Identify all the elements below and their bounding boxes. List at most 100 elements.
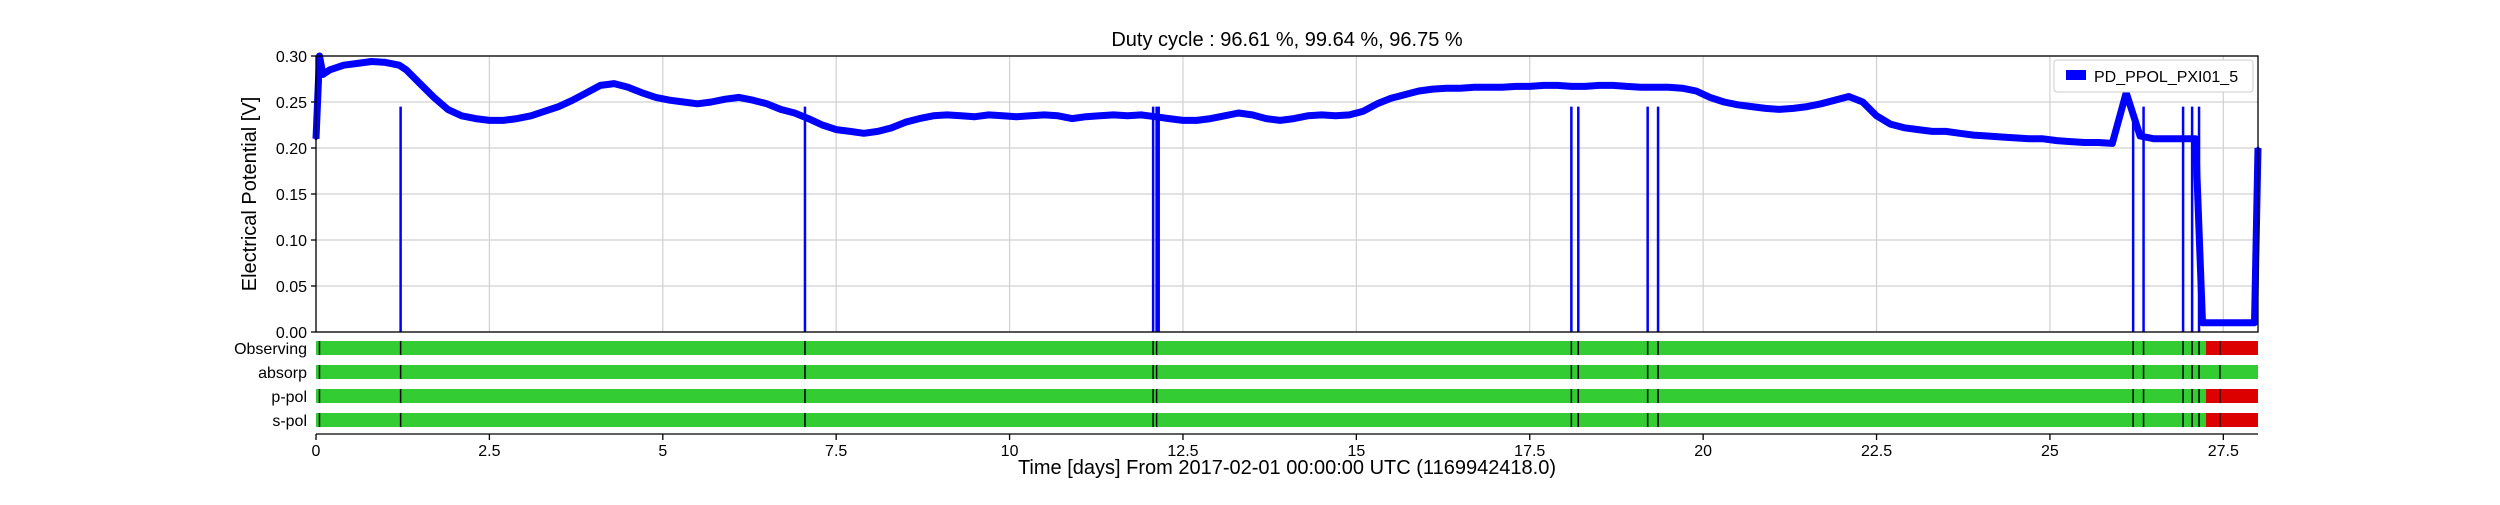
data-point <box>2214 321 2218 325</box>
y-axis-ticks: 0.00 0.05 0.10 0.15 0.20 0.25 0.30 <box>276 49 316 342</box>
data-point <box>1167 117 1171 121</box>
data-point <box>2138 134 2142 138</box>
data-point <box>1888 122 1892 126</box>
data-point <box>931 114 935 118</box>
data-point <box>321 72 325 76</box>
data-point <box>1375 102 1379 106</box>
gridlines <box>315 55 2258 333</box>
data-point <box>1680 86 1684 90</box>
data-point <box>501 118 505 122</box>
x-tick-label: 0 <box>312 443 321 460</box>
data-point <box>2083 140 2087 144</box>
data-point <box>973 115 977 119</box>
data-point <box>404 68 408 72</box>
data-point <box>890 126 894 130</box>
data-point <box>1181 118 1185 122</box>
y-tick-label: 0.10 <box>276 233 307 250</box>
data-point <box>1722 100 1726 104</box>
data-point <box>487 118 491 122</box>
data-point <box>529 114 533 118</box>
data-point <box>834 128 838 132</box>
data-point <box>640 91 644 95</box>
data-point <box>1306 114 1310 118</box>
state-row: Observing <box>234 341 2258 358</box>
data-point <box>793 111 797 115</box>
data-point <box>1764 106 1768 110</box>
x-axis-label: Time [days] From 2017-02-01 00:00:00 UTC… <box>1018 457 1556 479</box>
y-tick-label: 0.20 <box>276 141 307 158</box>
data-point <box>820 123 824 127</box>
data-point <box>682 100 686 104</box>
data-point <box>1514 84 1518 88</box>
state-segment-active <box>316 413 2206 427</box>
data-point <box>515 117 519 121</box>
state-row-label: s-pol <box>272 413 307 430</box>
x-tick-label: 5 <box>658 443 667 460</box>
x-tick-label: 7.5 <box>825 443 847 460</box>
data-point <box>383 60 387 64</box>
y-tick-label: 0.30 <box>276 49 307 66</box>
data-point <box>397 63 401 67</box>
data-point <box>1417 89 1421 93</box>
data-point <box>2166 137 2170 141</box>
data-point <box>1431 87 1435 91</box>
data-point <box>1500 85 1504 89</box>
data-point <box>1486 85 1490 89</box>
data-point <box>1445 86 1449 90</box>
data-point <box>1819 102 1823 106</box>
legend-swatch <box>2066 70 2086 80</box>
data-point <box>1750 105 1754 109</box>
data-point <box>1777 107 1781 111</box>
data-point <box>328 68 332 72</box>
data-point <box>848 129 852 133</box>
data-point <box>709 100 713 104</box>
data-point <box>1292 117 1296 121</box>
chart-title: Duty cycle : 96.61 %, 99.64 %, 96.75 % <box>1111 29 1463 51</box>
data-point <box>1320 113 1324 117</box>
data-point <box>779 107 783 111</box>
data-point <box>695 102 699 106</box>
data-point <box>1347 113 1351 117</box>
y-tick-label: 0.00 <box>276 325 307 342</box>
data-point <box>1958 131 1962 135</box>
data-point <box>1847 94 1851 98</box>
data-point <box>806 117 810 121</box>
data-point <box>1597 83 1601 87</box>
data-point <box>959 114 963 118</box>
x-tick-label: 25 <box>2041 443 2059 460</box>
data-point <box>1028 114 1032 118</box>
y-axis-label: Electrical Potential [V] <box>239 97 261 292</box>
data-point <box>1930 129 1934 133</box>
data-point <box>571 98 575 102</box>
x-tick-label: 27.5 <box>2208 443 2239 460</box>
data-point <box>446 107 450 111</box>
data-point <box>1625 84 1629 88</box>
legend-box <box>2053 59 2254 93</box>
data-point <box>557 105 561 109</box>
state-row-label: p-pol <box>271 389 307 406</box>
data-point <box>1139 113 1143 117</box>
data-point <box>765 102 769 106</box>
data-point <box>2194 137 2198 141</box>
data-point <box>1264 117 1268 121</box>
data-point <box>1653 85 1657 89</box>
data-point <box>1195 118 1199 122</box>
data-point <box>1250 113 1254 117</box>
data-point <box>1458 86 1462 90</box>
data-point <box>2253 321 2257 325</box>
data-point <box>1015 115 1019 119</box>
legend-label: PD_PPOL_PXI01_5 <box>2094 69 2238 86</box>
data-point <box>1902 126 1906 130</box>
data-point <box>737 95 741 99</box>
data-point <box>1986 134 1990 138</box>
data-point <box>1361 109 1365 113</box>
data-point <box>474 117 478 121</box>
data-point <box>1639 85 1643 89</box>
state-row-label: Observing <box>234 341 307 358</box>
state-row: s-pol <box>272 413 2258 430</box>
x-tick-label: 15 <box>1347 443 1365 460</box>
data-point <box>1736 103 1740 107</box>
data-point <box>1555 83 1559 87</box>
data-point <box>543 109 547 113</box>
